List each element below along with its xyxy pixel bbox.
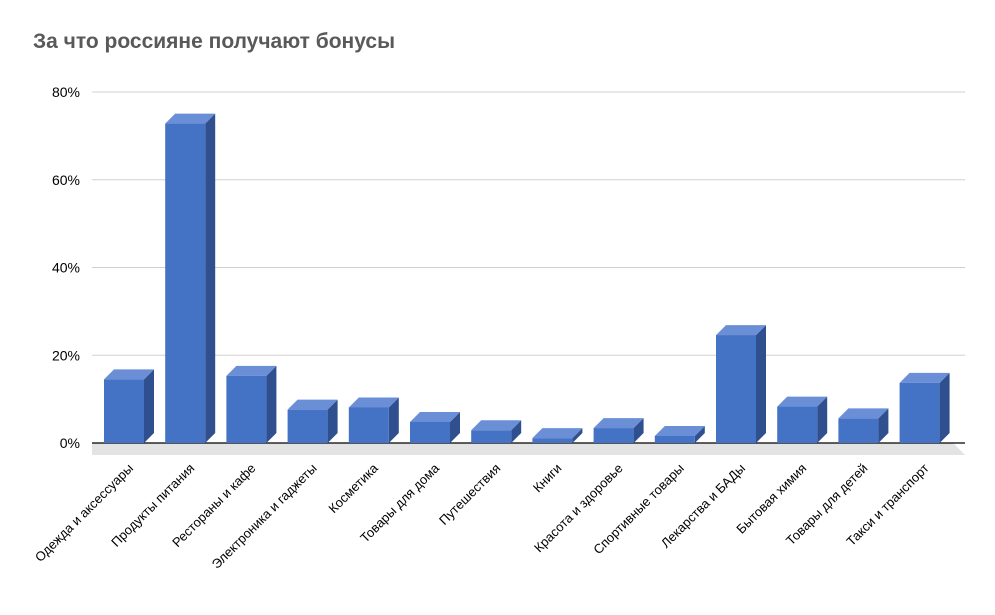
chart-title: За что россияне получают бонусы	[33, 30, 396, 53]
bar-side	[511, 420, 522, 443]
bar-side	[694, 425, 705, 443]
bar-side	[817, 396, 828, 443]
x-tick-label: Путешествия	[436, 461, 503, 528]
bar	[532, 428, 583, 443]
y-tick-label: 60%	[52, 172, 80, 188]
x-tick-label: Книги	[530, 461, 565, 496]
x-tick-label: Одежда и аксессуары	[32, 461, 136, 565]
bar	[838, 408, 889, 443]
bar-top	[226, 365, 277, 376]
bar-side	[205, 113, 216, 443]
x-tick-label: Косметика	[325, 460, 381, 516]
bar-front	[899, 382, 940, 443]
chart-floor	[92, 443, 965, 455]
bar-side	[572, 428, 583, 443]
bar-front	[777, 406, 818, 443]
x-tick-label: Электроника и гаджеты	[209, 461, 320, 572]
bar-top	[104, 369, 154, 380]
bar-front	[165, 123, 206, 443]
bar-front	[287, 409, 328, 443]
y-axis-ticks: 0% 20% 40% 60% 80%	[52, 84, 80, 451]
bar	[777, 396, 828, 443]
bar	[471, 420, 522, 443]
bar	[716, 325, 766, 443]
bar	[593, 418, 644, 443]
bar	[348, 397, 399, 443]
bar	[287, 399, 338, 443]
y-tick-label: 80%	[52, 84, 80, 100]
bar-side	[450, 411, 460, 443]
bar-top	[471, 420, 522, 431]
bar-side	[633, 418, 644, 443]
bar-side	[939, 372, 950, 443]
bar-top	[654, 425, 705, 436]
bar-side	[878, 408, 889, 443]
bars	[104, 113, 950, 443]
bar-front	[471, 430, 512, 443]
bar	[226, 365, 277, 443]
bar	[165, 113, 216, 443]
bar-front	[104, 379, 144, 443]
y-tick-label: 0%	[60, 435, 80, 451]
bar-top	[716, 325, 766, 336]
bar-top	[777, 396, 828, 407]
y-tick-label: 20%	[52, 347, 80, 363]
bar-front	[654, 435, 695, 443]
bar-side	[756, 325, 766, 443]
bar-top	[348, 397, 399, 408]
bar-front	[716, 335, 756, 443]
bar-front	[226, 375, 267, 443]
y-tick-label: 40%	[52, 260, 80, 276]
gridlines	[92, 91, 965, 444]
bar	[654, 425, 705, 443]
bar-front	[593, 428, 634, 443]
bar-top	[410, 411, 460, 422]
bar-side	[266, 365, 277, 443]
bar-side	[144, 369, 154, 443]
bar-top	[287, 399, 338, 410]
bar-side	[388, 397, 399, 443]
bar-top	[165, 113, 216, 124]
bar-top	[838, 408, 889, 419]
bar	[410, 411, 460, 443]
bar-front	[410, 421, 450, 443]
floor-plane-front	[92, 443, 965, 455]
bar-top	[532, 428, 583, 439]
bar	[104, 369, 154, 443]
bar-top	[593, 418, 644, 429]
bar-side	[327, 399, 338, 443]
bar	[899, 372, 950, 443]
bar-front	[838, 418, 879, 443]
bar-front	[348, 407, 389, 443]
bar-front	[532, 438, 573, 443]
bar-top	[899, 372, 950, 383]
